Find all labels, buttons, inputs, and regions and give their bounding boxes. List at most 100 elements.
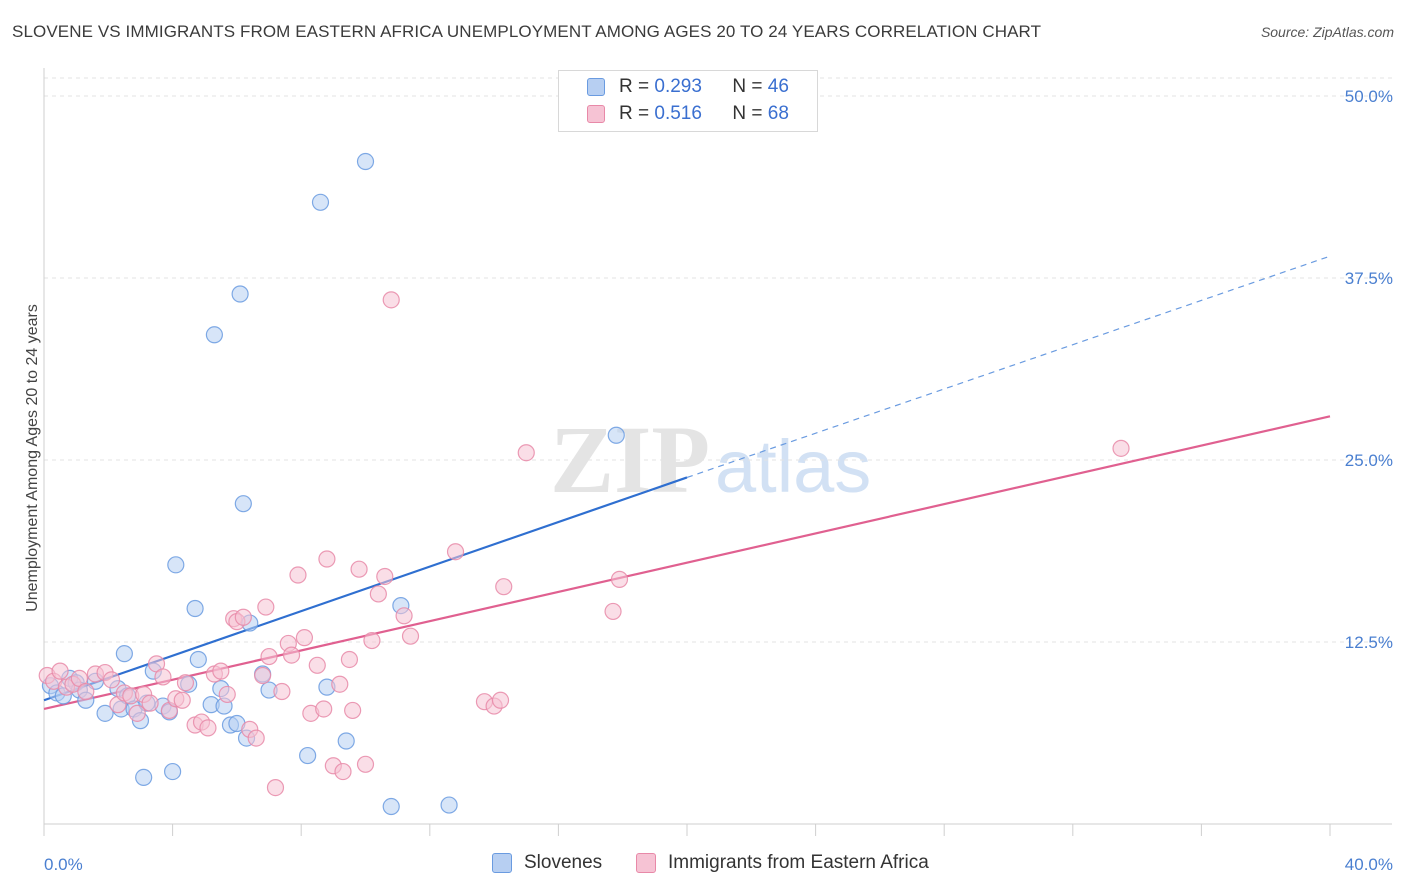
legend-r-label: R =	[619, 76, 650, 97]
data-point	[282, 646, 301, 664]
trendline-eastern-africa	[43, 415, 1331, 711]
data-point	[167, 556, 185, 574]
x-tick-label: 40.0%	[1345, 855, 1393, 874]
legend-n-label: N =	[732, 76, 763, 97]
series-name-eastern-africa: Immigrants from Eastern Africa	[668, 852, 929, 873]
data-point	[115, 645, 133, 663]
data-point	[128, 704, 146, 722]
data-point	[440, 796, 458, 814]
data-point	[446, 543, 465, 561]
data-point	[51, 662, 69, 680]
data-point	[382, 797, 400, 816]
data-point	[610, 570, 629, 588]
legend-swatch-slovenes	[587, 78, 605, 96]
data-point	[96, 704, 114, 722]
watermark-atlas: atlas	[715, 425, 871, 508]
data-point	[173, 691, 191, 709]
data-point	[199, 719, 217, 737]
legend-row-eastern-africa: R = 0.516 N = 68	[587, 101, 789, 127]
data-point	[135, 768, 153, 787]
legend-n-value: 46	[767, 76, 789, 97]
data-point	[234, 495, 252, 513]
data-point	[218, 685, 236, 704]
trendline-slovenes	[43, 476, 688, 702]
data-point	[311, 193, 330, 211]
data-point	[315, 700, 333, 718]
data-point	[154, 668, 172, 686]
gridlines	[44, 77, 1392, 643]
data-point	[231, 285, 249, 303]
data-point	[337, 732, 355, 750]
data-point	[356, 152, 375, 171]
data-point	[254, 666, 272, 685]
data-point	[495, 578, 513, 596]
series-legend: Slovenes Immigrants from Eastern Africa	[0, 852, 1406, 878]
data-point	[289, 566, 307, 584]
chart-source: Source: ZipAtlas.com	[1260, 24, 1394, 40]
legend-r-value: 0.516	[654, 103, 702, 124]
tick-labels: 12.5% 25.0% 37.5% 50.0% 0.0% 40.0%	[44, 87, 1393, 874]
chart-title: SLOVENE VS IMMIGRANTS FROM EASTERN AFRIC…	[12, 22, 1042, 41]
series-legend-slovenes: Slovenes	[492, 852, 602, 874]
data-point	[1112, 439, 1130, 457]
data-point	[234, 608, 252, 626]
data-point	[273, 682, 291, 701]
series-legend-eastern-africa: Immigrants from Eastern Africa	[636, 852, 929, 874]
data-point	[295, 629, 314, 647]
legend-r-value: 0.293	[654, 76, 702, 97]
data-point	[607, 426, 625, 444]
axes	[43, 68, 1392, 836]
legend-n-value: 68	[767, 103, 789, 124]
data-point	[77, 682, 95, 701]
data-point	[318, 550, 336, 568]
series-eastern-africa	[38, 291, 1130, 797]
data-point	[176, 674, 195, 692]
data-point	[141, 694, 159, 712]
data-point	[604, 602, 622, 621]
data-point	[189, 650, 207, 669]
data-point	[308, 656, 326, 674]
legend-swatch-eastern-africa	[587, 105, 605, 123]
y-tick-label: 12.5%	[1345, 633, 1393, 652]
legend-row-slovenes: R = 0.293 N = 46	[587, 74, 789, 100]
data-point	[340, 650, 359, 669]
y-tick-label: 50.0%	[1345, 87, 1393, 106]
data-point	[164, 762, 182, 781]
data-point	[350, 560, 368, 578]
legend-n-label: N =	[732, 103, 763, 124]
data-point	[363, 631, 381, 650]
series-name-slovenes: Slovenes	[524, 852, 603, 873]
data-point	[369, 585, 387, 603]
watermark: ZIP atlas	[550, 406, 871, 513]
data-point	[205, 326, 223, 344]
x-tick-label: 0.0%	[44, 855, 83, 874]
data-points	[38, 152, 1130, 816]
series-swatch-eastern-africa	[636, 853, 656, 873]
data-point	[401, 627, 420, 645]
data-point	[247, 729, 265, 747]
trendline-slovenes-extension	[686, 255, 1331, 479]
data-point	[334, 762, 352, 781]
data-point	[491, 691, 510, 709]
data-point	[331, 675, 349, 693]
data-point	[395, 607, 413, 625]
correlation-legend: R = 0.293 N = 46 R = 0.516 N = 68	[558, 70, 818, 132]
data-point	[260, 647, 278, 666]
data-point	[356, 755, 375, 773]
legend-r-label: R =	[619, 103, 650, 124]
y-tick-label: 37.5%	[1345, 269, 1393, 288]
data-point	[376, 567, 394, 586]
y-tick-label: 25.0%	[1345, 451, 1393, 470]
data-point	[257, 598, 275, 616]
series-swatch-slovenes	[492, 853, 512, 873]
data-point	[344, 701, 362, 720]
data-point	[102, 671, 121, 689]
data-point	[299, 746, 317, 765]
data-point	[186, 599, 204, 618]
data-point	[266, 778, 285, 797]
data-point	[382, 291, 400, 309]
data-point	[212, 662, 230, 680]
data-point	[517, 444, 535, 462]
y-axis-label: Unemployment Among Ages 20 to 24 years	[24, 304, 41, 612]
